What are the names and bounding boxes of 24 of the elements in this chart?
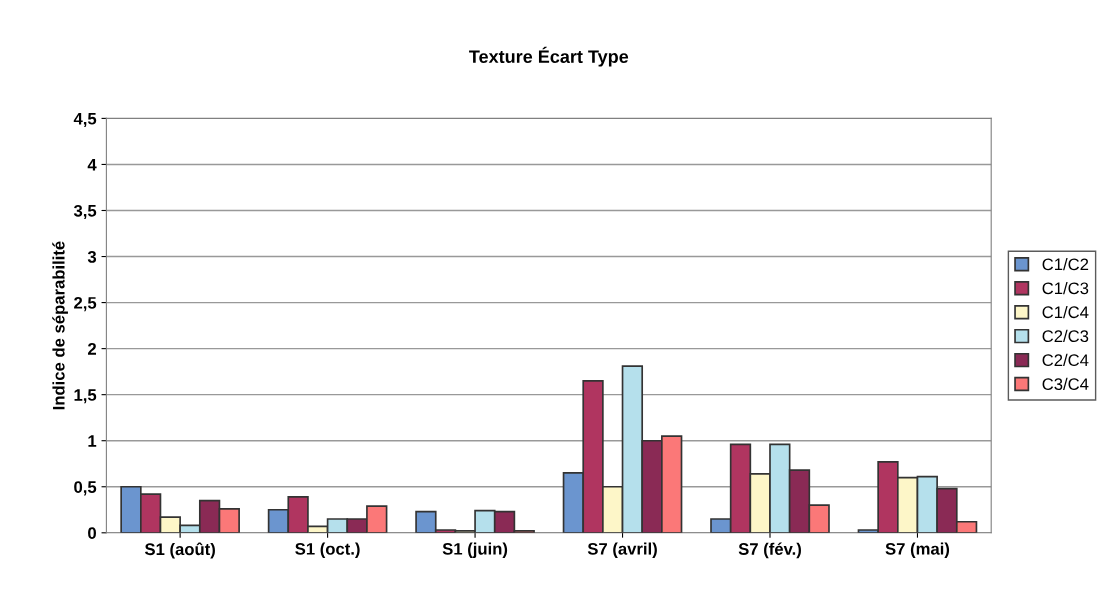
- chart-title: Texture Écart Type: [469, 46, 629, 67]
- legend-label: C1/C4: [1042, 305, 1089, 319]
- legend-label: C3/C4: [1042, 377, 1089, 391]
- legend-label: C1/C2: [1042, 257, 1089, 271]
- legend-label: C2/C3: [1042, 329, 1089, 343]
- y-tick-label: 3: [87, 250, 97, 263]
- y-tick-label: 3,5: [73, 204, 97, 220]
- x-tick-label: S7 (mai): [885, 542, 950, 559]
- x-tick-label: S1 (oct.): [295, 542, 360, 559]
- x-tick-label: S1 (juin): [442, 542, 508, 559]
- y-axis-title: Indice de séparabilité: [52, 241, 68, 410]
- y-tick-label: 0: [88, 527, 96, 539]
- legend-label: C1/C3: [1042, 281, 1089, 295]
- y-tick-label: 4,5: [73, 112, 97, 128]
- y-tick-label: 4: [87, 159, 97, 171]
- y-tick-label: 0,5: [74, 481, 97, 496]
- y-tick-label: 1: [88, 435, 97, 447]
- legend-label: C2/C4: [1042, 353, 1089, 367]
- y-tick-label: 1,5: [74, 389, 97, 404]
- x-tick-label: S1 (août): [144, 542, 215, 559]
- x-tick-label: S7 (avril): [587, 542, 657, 559]
- y-tick-label: 2,5: [74, 296, 97, 312]
- y-tick-label: 2: [87, 343, 97, 355]
- x-tick-label: S7 (fév.): [738, 542, 801, 559]
